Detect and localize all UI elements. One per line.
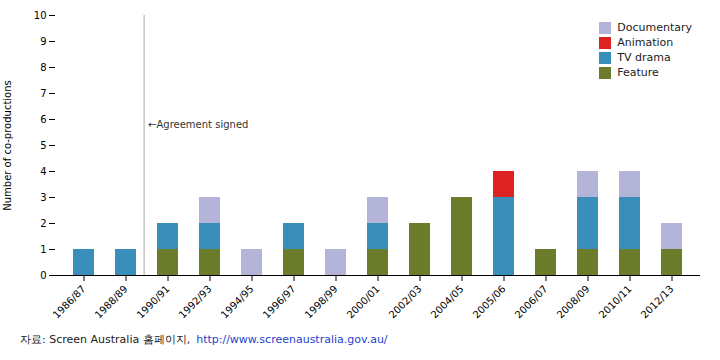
svg-text:4: 4	[40, 166, 46, 177]
html-text:Animation: Animation	[617, 36, 674, 49]
svg-text:1998/99: 1998/99	[303, 283, 340, 320]
svg-text:3: 3	[40, 192, 46, 203]
svg-text:2004/05: 2004/05	[429, 283, 466, 320]
svg-text:2010/11: 2010/11	[597, 283, 634, 320]
svg-text:2005/06: 2005/06	[471, 283, 508, 320]
html-text:TV drama: TV drama	[617, 51, 671, 64]
svg-text:5: 5	[40, 140, 46, 151]
html-text:http://www.screenaustralia.gov: http://www.screenaustralia.gov.au/	[196, 333, 388, 346]
svg-text:9: 9	[40, 36, 46, 47]
html-text:자료: Screen Australia 홈페이지,: 자료: Screen Australia 홈페이지,	[20, 333, 191, 346]
svg-text:←Agreement signed: ←Agreement signed	[148, 119, 248, 130]
svg-text:2: 2	[40, 218, 46, 229]
svg-text:Number of co-productions: Number of co-productions	[2, 80, 13, 210]
svg-text:2002/03: 2002/03	[387, 283, 424, 320]
svg-text:2000/01: 2000/01	[345, 283, 382, 320]
svg-text:1996/97: 1996/97	[261, 283, 298, 320]
svg-text:2012/13: 2012/13	[639, 283, 676, 320]
html-text:Documentary: Documentary	[617, 21, 692, 34]
svg-text:8: 8	[40, 62, 46, 73]
svg-text:1: 1	[40, 244, 46, 255]
svg-text:2008/09: 2008/09	[555, 283, 592, 320]
svg-text:10: 10	[34, 10, 47, 21]
svg-text:2006/07: 2006/07	[513, 283, 550, 320]
svg-text:0: 0	[40, 270, 46, 281]
svg-text:6: 6	[40, 114, 46, 125]
svg-text:1994/95: 1994/95	[219, 283, 256, 320]
svg-text:1988/89: 1988/89	[93, 283, 130, 320]
svg-text:1990/91: 1990/91	[135, 283, 172, 320]
svg-text:1986/87: 1986/87	[51, 283, 88, 320]
html-text:Feature: Feature	[617, 66, 659, 79]
svg-text:1992/93: 1992/93	[177, 283, 214, 320]
svg-text:7: 7	[40, 88, 46, 99]
